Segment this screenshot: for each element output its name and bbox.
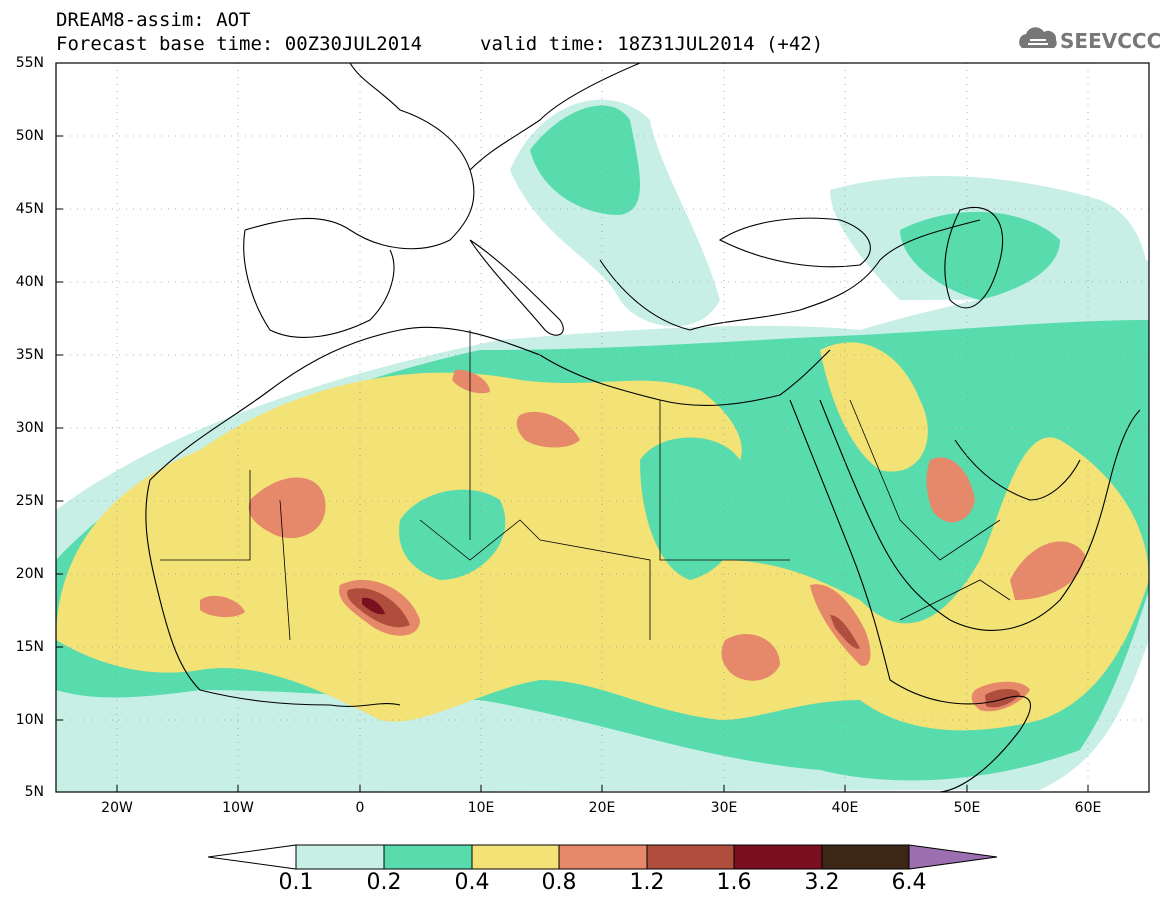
coastline-iberia [243,229,395,338]
lon-label: 0 [355,800,365,816]
aot-band-0.4-green-hole [399,489,506,580]
colorbar-swatch [646,844,735,870]
aot-band-0.8-i [452,369,490,394]
colorbar-swatch [821,844,910,870]
colorbar-label: 0.4 [454,870,490,895]
aot-band-0.2-east [900,211,1060,300]
coastline-persian-gulf [954,439,1081,501]
colorbar-label: 1.6 [716,870,752,895]
aot-band-1.6-a [362,597,385,615]
colorbar-arrow-high [908,844,998,870]
coastline-europe [244,63,641,250]
aot-band-0.2-north [530,105,640,215]
valid-time: valid time: 18Z31JUL2014 (+42) [480,33,824,55]
lat-label: 20N [15,566,44,582]
aot-band-1.2-b [985,688,1020,708]
colorbar-label: 1.2 [629,870,665,895]
lat-label: 15N [15,639,44,655]
colorbar-label: 0.8 [541,870,577,895]
lat-label: 45N [15,201,44,217]
colorbar-swatch [733,844,823,870]
coastline-west-africa [145,479,401,707]
coastline-red-sea [789,399,951,681]
lon-label: 20W [101,800,133,816]
coastline-italy [469,239,564,336]
lat-label: 25N [15,493,44,509]
colorbar-arrow-low [207,844,297,870]
lon-label: 20E [588,800,616,816]
lat-label: 5N [24,784,44,800]
border-lines [160,330,1011,641]
lon-label: 60E [1074,800,1102,816]
aot-band-0.8-c [516,411,580,448]
colorbar [207,844,998,870]
logo-text: SEEVCCC [1060,29,1162,53]
coastline-greece-turkey [599,219,981,331]
lon-label: 50E [953,800,981,816]
lon-label: 10E [467,800,495,816]
coastline-caspian [944,206,1004,309]
aot-band-0.8-e [926,457,975,523]
lon-label: 30E [710,800,738,816]
aot-band-1.2-c [830,615,860,649]
colorbar-swatch [295,844,385,870]
coastline-horn [889,679,1031,792]
colorbar-swatch [383,844,473,870]
lon-label: 40E [831,800,859,816]
lat-label: 30N [15,420,44,436]
colorbar-label: 6.4 [891,870,927,895]
lat-label: 55N [15,55,44,71]
aot-band-0.8-a [248,477,326,539]
colorbar-label: 0.1 [278,870,314,895]
colorbar-label: 0.2 [366,870,402,895]
lat-label: 35N [15,347,44,363]
coastline-black-sea [718,217,871,268]
aot-band-0.4-arabia [820,342,928,472]
colorbar-label: 3.2 [804,870,840,895]
lat-label: 10N [15,712,44,728]
lat-label: 50N [15,128,44,144]
aot-band-0.8-h [200,595,245,618]
colorbar-swatch [558,844,648,870]
aot-band-0.8-f [1010,541,1085,600]
aot-band-0.4-green-hole2 [640,437,747,580]
lat-label: 40N [15,274,44,290]
cloud-logo-icon [1019,27,1057,48]
forecast-base-time: Forecast base time: 00Z30JUL2014 [56,33,423,55]
coastline-north-africa [149,326,831,481]
coastline-arabia [949,409,1141,631]
aot-band-0.8-d [721,634,780,681]
lon-label: 10W [222,800,254,816]
map-title: DREAM8-assim: AOT [56,9,251,31]
colorbar-swatch [471,844,560,870]
